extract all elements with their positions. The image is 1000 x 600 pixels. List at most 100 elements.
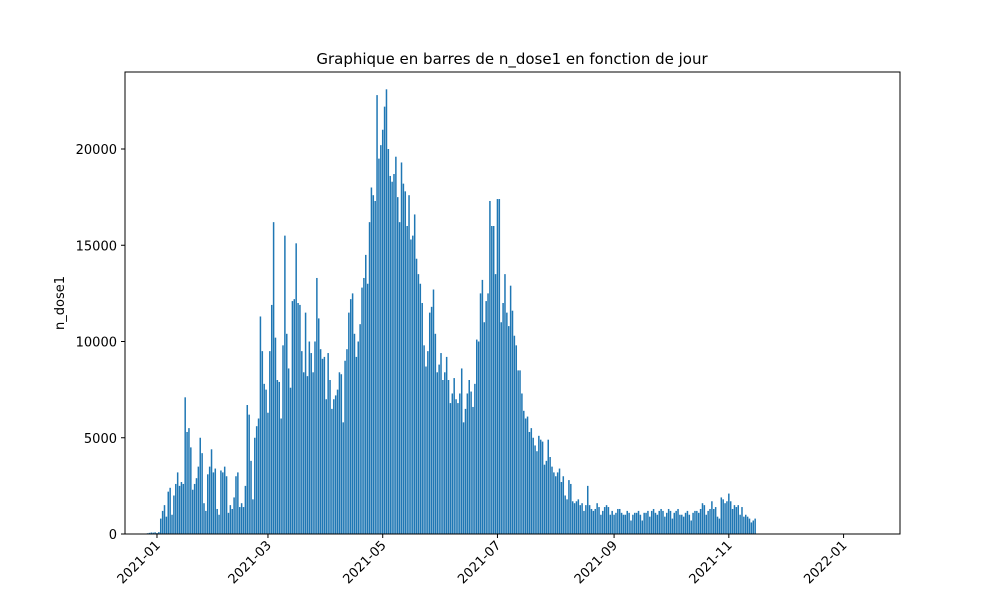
- bar: [233, 497, 235, 534]
- bar: [263, 383, 265, 534]
- bar: [161, 510, 164, 534]
- bar: [197, 466, 200, 535]
- bar: [705, 514, 707, 534]
- bar: [374, 200, 376, 535]
- bar: [549, 457, 551, 534]
- bar: [728, 493, 730, 534]
- bar: [541, 441, 544, 534]
- bar: [419, 283, 422, 534]
- bar: [299, 304, 301, 534]
- bar: [489, 200, 491, 535]
- bar: [404, 191, 407, 534]
- bar: [340, 374, 343, 534]
- bar: [481, 279, 484, 534]
- bar: [696, 510, 698, 534]
- bar: [538, 435, 540, 534]
- bar: [413, 214, 416, 534]
- bar: [543, 464, 546, 534]
- bar: [470, 391, 472, 534]
- y-tick-label: 15000: [76, 239, 117, 254]
- y-tick-label: 20000: [76, 143, 117, 158]
- bar: [658, 510, 660, 534]
- bar: [485, 301, 487, 534]
- bar: [368, 222, 371, 534]
- bar: [555, 476, 557, 534]
- bar: [423, 345, 425, 534]
- bar: [600, 514, 602, 534]
- bar: [205, 510, 207, 534]
- bar: [711, 501, 713, 534]
- bar: [694, 510, 696, 534]
- bar: [521, 393, 523, 534]
- bar: [304, 312, 307, 535]
- bar: [357, 341, 359, 534]
- bar: [662, 510, 664, 534]
- bar: [412, 235, 414, 535]
- bar: [585, 505, 587, 535]
- bar: [257, 418, 260, 534]
- bar: [750, 522, 753, 534]
- bar: [278, 381, 280, 534]
- bar: [284, 235, 286, 535]
- bar: [688, 514, 691, 534]
- bar: [338, 372, 341, 534]
- bar: [436, 372, 438, 534]
- bar: [596, 503, 598, 534]
- bar: [660, 508, 662, 534]
- bar: [325, 399, 328, 534]
- bar: [353, 333, 356, 534]
- bar: [415, 258, 418, 534]
- bar: [222, 472, 224, 534]
- bar: [389, 175, 391, 534]
- bar: [551, 466, 553, 535]
- bar: [154, 532, 156, 534]
- bar: [474, 383, 476, 534]
- bar: [752, 520, 755, 534]
- bar: [208, 466, 211, 535]
- bar: [365, 254, 367, 535]
- bar: [566, 499, 568, 534]
- bar: [329, 380, 331, 534]
- bar: [697, 512, 700, 534]
- bar: [295, 243, 297, 534]
- bar: [528, 431, 531, 534]
- bar: [615, 512, 617, 534]
- bar: [158, 532, 160, 534]
- bar-series: [146, 89, 756, 535]
- bar: [334, 395, 337, 534]
- bar: [466, 393, 469, 534]
- bar: [342, 422, 344, 534]
- bar: [462, 422, 465, 534]
- bar: [630, 520, 632, 534]
- bar: [735, 507, 738, 534]
- bar: [250, 460, 252, 534]
- bar: [583, 510, 585, 534]
- bar: [378, 158, 380, 535]
- bar: [269, 351, 271, 535]
- bar: [417, 274, 420, 535]
- y-tick-label: 0: [109, 528, 117, 543]
- bar: [333, 399, 335, 534]
- bar: [628, 512, 630, 534]
- bar: [169, 487, 171, 534]
- bar: [430, 306, 433, 534]
- bar: [359, 324, 361, 534]
- bar: [227, 512, 230, 534]
- bar: [291, 301, 294, 534]
- bar: [344, 360, 346, 534]
- bar: [316, 277, 318, 534]
- bar: [237, 472, 239, 534]
- bar: [314, 341, 316, 534]
- bar: [173, 495, 175, 534]
- bar: [613, 514, 615, 534]
- bar: [265, 389, 267, 535]
- bar: [699, 508, 702, 534]
- bar: [498, 199, 501, 535]
- bar: [477, 341, 480, 534]
- bar: [718, 518, 721, 534]
- y-tick-label: 10000: [76, 336, 117, 351]
- bar: [524, 418, 527, 534]
- bar: [483, 322, 486, 534]
- bar: [216, 508, 218, 534]
- bar: [562, 476, 565, 534]
